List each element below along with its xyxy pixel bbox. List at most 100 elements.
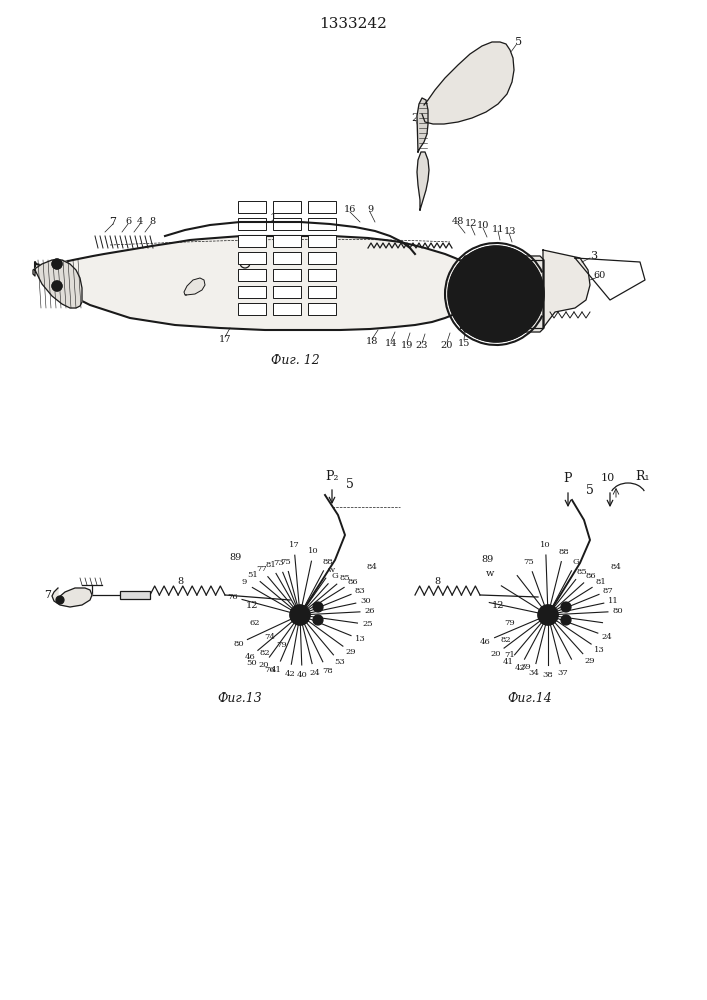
Text: 26: 26 xyxy=(365,607,375,615)
Bar xyxy=(238,252,266,264)
Circle shape xyxy=(525,275,535,285)
Text: 62: 62 xyxy=(250,619,260,627)
Text: 13: 13 xyxy=(355,635,366,643)
Text: 20: 20 xyxy=(491,650,501,658)
Text: Фиг.14: Фиг.14 xyxy=(508,692,552,704)
Circle shape xyxy=(290,605,310,625)
Text: 42: 42 xyxy=(284,670,295,678)
Text: 15: 15 xyxy=(458,338,470,348)
Text: 18: 18 xyxy=(366,338,378,347)
Text: 89: 89 xyxy=(482,556,494,564)
Circle shape xyxy=(313,602,323,612)
Text: P₂: P₂ xyxy=(325,471,339,484)
Bar xyxy=(308,303,336,315)
Text: 20: 20 xyxy=(440,340,453,350)
Text: 8: 8 xyxy=(177,578,183,586)
Text: 87: 87 xyxy=(603,587,614,595)
Circle shape xyxy=(522,304,538,320)
Text: 46: 46 xyxy=(480,638,491,646)
Text: 56: 56 xyxy=(468,269,480,278)
Bar xyxy=(238,235,266,247)
Text: 12: 12 xyxy=(464,220,477,229)
Text: 5: 5 xyxy=(586,484,594,496)
Text: 80: 80 xyxy=(233,640,244,648)
Text: 19: 19 xyxy=(401,340,413,350)
Text: w: w xyxy=(328,566,335,574)
Text: 76: 76 xyxy=(264,666,275,674)
Text: 88: 88 xyxy=(323,558,334,566)
Text: 8: 8 xyxy=(149,218,155,227)
Text: 51: 51 xyxy=(247,571,258,579)
Bar xyxy=(308,269,336,281)
Text: 20: 20 xyxy=(258,661,269,669)
Circle shape xyxy=(488,286,504,302)
Circle shape xyxy=(538,605,558,625)
Text: 71: 71 xyxy=(505,651,515,659)
Text: 85: 85 xyxy=(339,574,350,582)
Text: 30: 30 xyxy=(361,597,371,605)
Text: 12: 12 xyxy=(246,600,258,609)
Text: 29: 29 xyxy=(346,648,356,656)
Text: 10: 10 xyxy=(308,547,319,555)
Polygon shape xyxy=(417,98,428,152)
Bar xyxy=(273,252,301,264)
Text: 1333242: 1333242 xyxy=(319,17,387,31)
Bar xyxy=(238,303,266,315)
Text: 48: 48 xyxy=(452,218,464,227)
Text: 14: 14 xyxy=(385,340,397,349)
Text: 10: 10 xyxy=(477,222,489,231)
Text: 13: 13 xyxy=(504,227,516,235)
Text: 50: 50 xyxy=(247,659,257,667)
Text: 17: 17 xyxy=(288,541,299,549)
Polygon shape xyxy=(417,152,429,210)
Text: 3: 3 xyxy=(590,251,597,261)
Polygon shape xyxy=(543,250,590,328)
Circle shape xyxy=(58,598,62,602)
Bar xyxy=(308,201,336,213)
Text: 84: 84 xyxy=(366,563,378,571)
Text: 24: 24 xyxy=(602,633,612,641)
Text: 8: 8 xyxy=(434,578,440,586)
Text: 40: 40 xyxy=(297,671,308,679)
Text: 41: 41 xyxy=(503,658,513,666)
Text: 2: 2 xyxy=(411,113,419,123)
Text: 9: 9 xyxy=(367,206,373,215)
Text: 41: 41 xyxy=(271,666,282,674)
Text: 34: 34 xyxy=(528,669,539,677)
Polygon shape xyxy=(462,256,544,332)
Text: 53: 53 xyxy=(334,658,345,666)
Circle shape xyxy=(296,611,304,619)
Text: Фиг. 12: Фиг. 12 xyxy=(271,354,320,366)
Text: 75: 75 xyxy=(523,558,534,566)
Circle shape xyxy=(56,596,64,604)
Text: 29: 29 xyxy=(584,657,595,665)
Text: 11: 11 xyxy=(608,597,619,605)
Text: P: P xyxy=(563,473,572,486)
Text: 76: 76 xyxy=(227,593,238,601)
Bar xyxy=(273,235,301,247)
Bar xyxy=(238,286,266,298)
Text: 39: 39 xyxy=(520,663,532,671)
Text: 46: 46 xyxy=(245,653,256,661)
Text: 77: 77 xyxy=(256,565,267,573)
Text: 5: 5 xyxy=(515,37,522,47)
Bar xyxy=(273,269,301,281)
Text: 88: 88 xyxy=(559,548,569,556)
Text: 22: 22 xyxy=(471,290,484,300)
Text: 6: 6 xyxy=(125,218,131,227)
Text: G: G xyxy=(573,558,580,566)
Text: 81: 81 xyxy=(595,578,606,586)
Text: 86: 86 xyxy=(586,572,597,580)
Text: 79: 79 xyxy=(505,619,515,627)
Text: 37: 37 xyxy=(557,669,568,677)
Bar xyxy=(273,303,301,315)
Text: 25: 25 xyxy=(362,620,373,628)
Text: 81: 81 xyxy=(266,561,276,569)
Text: 24: 24 xyxy=(309,669,320,677)
Text: 13: 13 xyxy=(594,646,604,654)
Text: 10: 10 xyxy=(601,473,615,483)
Text: 38: 38 xyxy=(543,671,554,679)
Text: 83: 83 xyxy=(355,587,366,595)
Polygon shape xyxy=(35,236,545,330)
Circle shape xyxy=(313,615,323,625)
